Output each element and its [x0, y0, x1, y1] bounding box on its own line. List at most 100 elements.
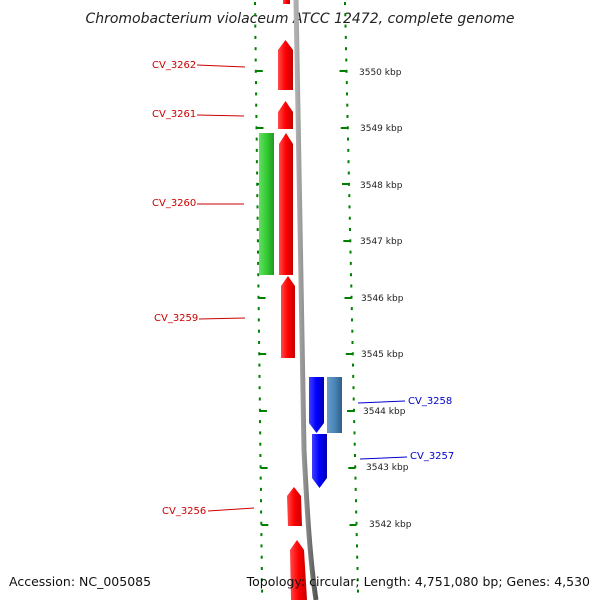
- kbp-label: 3543 kbp: [366, 463, 409, 473]
- ring-dot: [255, 92, 258, 96]
- gene-cv3260[interactable]: [279, 133, 293, 275]
- ring-dot: [354, 454, 356, 457]
- forward-genes: [278, 0, 307, 600]
- gene-partial-bottom[interactable]: [290, 540, 307, 600]
- gene-label-text: CV_3258: [408, 396, 452, 407]
- kbp-label: 3545 kbp: [361, 350, 404, 360]
- gene-label-cv3261[interactable]: CV_3261: [152, 109, 245, 120]
- ring-dot: [345, 81, 348, 85]
- ring-dot: [348, 205, 351, 209]
- ring-dot: [344, 13, 347, 17]
- ring-dot: [351, 329, 354, 333]
- ring-dot: [259, 420, 261, 424]
- ring-dot: [344, 24, 347, 28]
- ring-dot: [354, 476, 357, 480]
- ring-dot: [254, 58, 257, 62]
- ring-dot: [356, 555, 359, 559]
- gene-cv3256[interactable]: [287, 487, 302, 526]
- ring-dot: [260, 544, 263, 548]
- ring-major-tick: [348, 467, 356, 469]
- map-title: Chromobacterium violaceum ATCC 12472, co…: [85, 11, 514, 27]
- kbp-label: 3546 kbp: [361, 294, 404, 304]
- ring-major-tick: [256, 127, 264, 129]
- gene-label-cv3256[interactable]: CV_3256: [162, 506, 255, 517]
- ring-dot: [256, 228, 259, 231]
- ring-dot: [254, 2, 256, 5]
- ring-dot: [349, 250, 352, 254]
- gene-label-cv3257[interactable]: CV_3257: [359, 451, 454, 462]
- gene-label-cv3259[interactable]: CV_3259: [154, 313, 246, 324]
- ring-dot: [347, 137, 349, 141]
- ring-dot: [260, 567, 263, 570]
- ring-dot: [352, 374, 355, 378]
- ring-dot: [352, 363, 354, 367]
- ring-dot: [344, 2, 346, 5]
- kbp-label: 3544 kbp: [363, 407, 406, 417]
- ring-dot: [259, 442, 262, 446]
- left-dotted-ring: [254, 2, 269, 593]
- gene-cv3261[interactable]: [278, 101, 293, 129]
- gene-label-cv3262[interactable]: CV_3262: [152, 60, 246, 71]
- gene-label-cv3258[interactable]: CV_3258: [357, 396, 452, 407]
- gene-label-cv3260[interactable]: CV_3260: [152, 198, 244, 209]
- ring-dot: [258, 386, 261, 390]
- ring-dot: [255, 160, 258, 164]
- ring-dot: [257, 273, 260, 277]
- ring-dot: [259, 476, 262, 480]
- gene-label-text: CV_3257: [410, 451, 454, 462]
- ring-dot: [259, 431, 262, 435]
- ring-dot: [255, 148, 258, 152]
- ring-dot: [349, 228, 351, 231]
- ring-dot: [350, 307, 353, 311]
- ring-dot: [353, 420, 356, 424]
- ring-dot: [354, 465, 357, 469]
- ring-dot: [355, 533, 358, 537]
- ring-dot: [256, 194, 259, 198]
- genome-summary-text: Topology: circular; Length: 4,751,080 bp…: [246, 574, 590, 589]
- reverse-genes: [309, 377, 342, 488]
- ring-dot: [255, 103, 258, 107]
- ring-dot: [258, 374, 261, 378]
- ring-dot: [346, 92, 348, 96]
- ring-dot: [254, 69, 257, 73]
- ring-major-tick: [258, 297, 266, 299]
- ring-dot: [255, 137, 258, 141]
- kbp-scale: 3550 kbp 3549 kbp 3548 kbp 3547 kbp 3546…: [359, 68, 412, 530]
- ring-dot: [348, 216, 351, 220]
- kbp-label: 3550 kbp: [359, 68, 402, 78]
- ring-dot: [348, 194, 351, 198]
- ring-dot: [257, 295, 260, 299]
- gene-cv3258[interactable]: [309, 377, 324, 433]
- ring-dot: [261, 589, 264, 593]
- right-dotted-ring: [339, 2, 359, 593]
- kbp-label: 3547 kbp: [360, 237, 403, 247]
- gene-cv3260-rna[interactable]: [259, 133, 274, 275]
- ring-dot: [346, 115, 349, 118]
- ring-dot: [256, 171, 259, 175]
- ring-dot: [259, 465, 262, 469]
- ring-dot: [353, 442, 356, 446]
- ring-major-tick: [255, 70, 263, 72]
- gene-cv3257[interactable]: [312, 434, 327, 488]
- gene-label-text: CV_3261: [152, 109, 196, 120]
- gene-label-text: CV_3260: [152, 198, 196, 209]
- ring-dot: [356, 578, 359, 582]
- gene-partial-top[interactable]: [283, 0, 290, 4]
- accession-text: Accession: NC_005085: [9, 574, 151, 589]
- ring-dot: [355, 510, 358, 514]
- ring-major-tick: [259, 353, 267, 355]
- gene-label-text: CV_3262: [152, 60, 196, 71]
- gene-label-text: CV_3259: [154, 313, 198, 324]
- ring-dot: [355, 499, 357, 503]
- gene-cv3262[interactable]: [278, 40, 293, 90]
- ring-dot: [350, 284, 353, 288]
- ring-major-tick: [260, 467, 268, 469]
- ring-dot: [347, 148, 350, 152]
- ring-major-tick: [340, 127, 348, 129]
- ring-dot: [258, 341, 261, 344]
- gene-cv3259[interactable]: [281, 276, 295, 358]
- ring-dot: [257, 261, 260, 265]
- gene-cv3258-paired[interactable]: [327, 377, 342, 433]
- ring-dot: [255, 115, 258, 118]
